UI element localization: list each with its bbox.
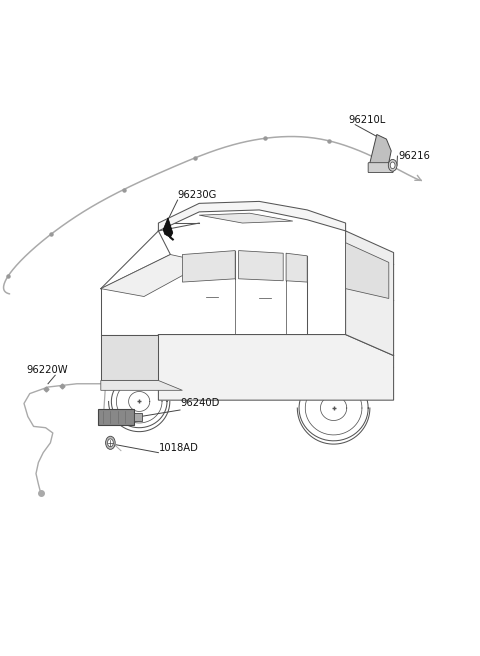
FancyBboxPatch shape <box>368 163 393 173</box>
Polygon shape <box>286 253 307 282</box>
Circle shape <box>108 439 113 447</box>
Text: 1018AD: 1018AD <box>158 443 198 453</box>
Circle shape <box>390 162 395 169</box>
Polygon shape <box>101 335 158 380</box>
Polygon shape <box>158 335 394 400</box>
FancyBboxPatch shape <box>98 409 134 425</box>
Polygon shape <box>199 213 293 223</box>
Polygon shape <box>101 380 182 390</box>
Polygon shape <box>370 134 391 165</box>
Polygon shape <box>346 243 389 298</box>
Polygon shape <box>101 255 206 297</box>
Text: 96216: 96216 <box>398 151 430 161</box>
Circle shape <box>106 436 115 449</box>
Polygon shape <box>346 231 394 356</box>
Polygon shape <box>182 251 235 282</box>
Text: 96230G: 96230G <box>178 190 217 200</box>
Text: 96220W: 96220W <box>26 365 68 375</box>
Text: 96240D: 96240D <box>180 398 219 408</box>
Text: 96210L: 96210L <box>348 115 385 125</box>
FancyBboxPatch shape <box>134 413 142 421</box>
Polygon shape <box>163 218 173 237</box>
Polygon shape <box>239 251 283 281</box>
Polygon shape <box>158 201 346 231</box>
Circle shape <box>388 159 397 171</box>
